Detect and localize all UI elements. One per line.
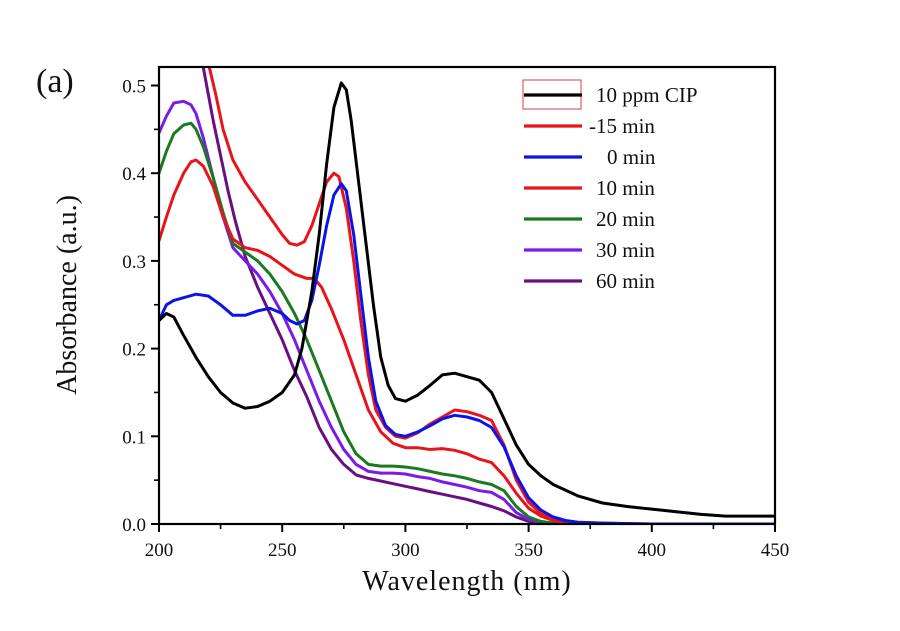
x-tick-label: 200 (145, 540, 174, 561)
series-line-0-min (159, 182, 775, 524)
legend-label: 60 min (596, 269, 655, 293)
panel-label: (a) (36, 63, 74, 100)
x-tick-label: 300 (391, 540, 420, 561)
legend-label: 10 ppm CIP (596, 83, 698, 107)
legend-label: -15 min (589, 114, 655, 138)
series-line-20-min (159, 121, 775, 524)
x-tick-label: 400 (638, 540, 667, 561)
axis-layer: 200 250 300 350 400 450 0.0 0.1 0.2 0.3 0.4 0.5 (122, 77, 789, 562)
y-tick-label: 0.1 (122, 427, 146, 448)
y-tick-label: 0.5 (122, 77, 146, 98)
series-line-60-min (201, 67, 775, 524)
series-line-30-min (159, 99, 775, 524)
series-layer (159, 67, 775, 524)
x-axis-title: Wavelength (nm) (362, 566, 571, 597)
legend-label: 30 min (596, 238, 655, 262)
y-axis-title: Absorbance (a.u.) (52, 195, 83, 395)
plot-frame (157, 65, 777, 526)
x-tick-label: 250 (268, 540, 297, 561)
y-tick-label: 0.4 (122, 164, 146, 185)
series-line-15-min (208, 67, 775, 524)
legend-label: 10 min (596, 176, 655, 200)
legend: 10 ppm CIP -15 min 0 min 10 min 20 min 30 min… (522, 79, 698, 293)
legend-label: 20 min (596, 207, 655, 231)
y-tick-label: 0.2 (122, 340, 146, 361)
series-line-10-ppm-cip (159, 81, 775, 518)
x-tick-label: 350 (514, 540, 543, 561)
series-line-10-min (159, 158, 775, 524)
legend-label: 0 min (607, 145, 656, 169)
y-tick-label: 0.0 (122, 515, 146, 536)
x-tick-label: 450 (761, 540, 790, 561)
y-tick-label: 0.3 (122, 252, 146, 273)
